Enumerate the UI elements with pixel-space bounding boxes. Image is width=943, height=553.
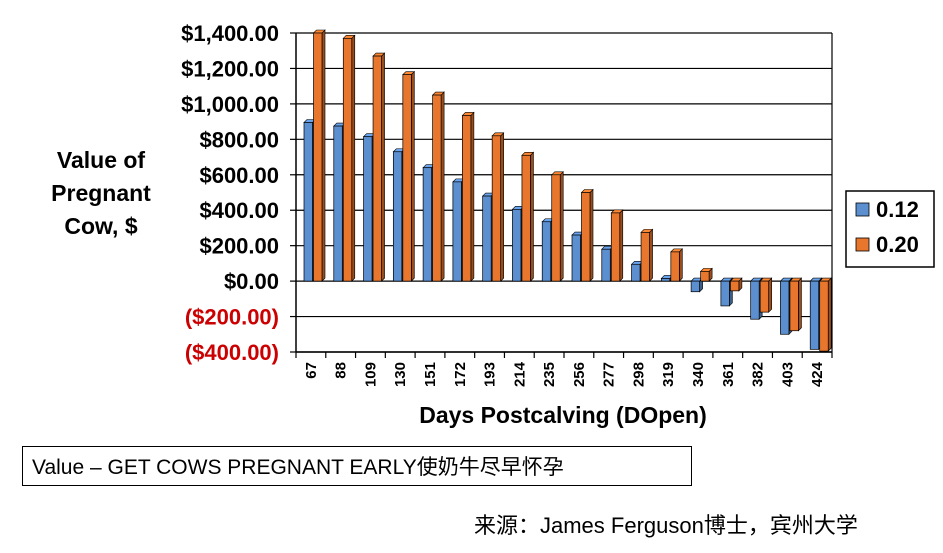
bar-chart: $1,400.00 $1,200.00 $1,000.00 $800.00 $600.0… <box>51 21 935 428</box>
x-tick-labels: 67 88 109 130 151 172 193 214 235 256 277 298 319 340… <box>303 361 826 387</box>
bars <box>303 29 832 352</box>
y-tick-label: ($400.00) <box>185 340 279 365</box>
legend-swatch <box>855 237 870 252</box>
y-tick-label: $800.00 <box>199 127 279 152</box>
legend-entry-0.12: 0.12 <box>855 197 919 222</box>
x-tick-label: 340 <box>690 362 707 387</box>
legend-label: 0.20 <box>876 232 919 257</box>
x-tick-label: 382 <box>750 362 767 387</box>
plot-area <box>296 33 832 352</box>
bar-0.20-151 <box>431 91 445 282</box>
caption-box: Value – GET COWS PREGNANT EARLY使奶牛尽早怀孕 <box>22 446 692 486</box>
bar-0.20-214 <box>521 151 535 282</box>
y-tick-label: ($200.00) <box>185 305 279 330</box>
y-tick-labels: $1,400.00 $1,200.00 $1,000.00 $800.00 $600.0… <box>181 21 279 365</box>
y-tick-label: $1,000.00 <box>181 92 279 117</box>
legend: 0.12 0.20 <box>845 190 935 268</box>
bar-0.20-298 <box>640 228 654 282</box>
x-tick-label: 151 <box>422 362 439 387</box>
x-tick-label: 256 <box>571 362 588 387</box>
axes <box>290 32 833 358</box>
x-axis-title: Days Postcalving (DOpen) <box>419 402 707 428</box>
y-tick-label: $200.00 <box>199 234 279 259</box>
bar-0.20-424 <box>818 277 832 352</box>
bar-0.20-67 <box>312 29 326 282</box>
bar-0.20-193 <box>491 132 505 282</box>
x-tick-label: 193 <box>482 362 499 387</box>
x-tick-label: 109 <box>362 362 379 387</box>
x-tick-label: 172 <box>452 362 469 387</box>
bar-0.20-277 <box>610 209 624 282</box>
legend-label: 0.12 <box>876 197 919 222</box>
source-credit: 来源：James Ferguson博士，宾州大学 <box>474 513 858 538</box>
y-axis-title: Value of Pregnant Cow, $ <box>51 147 151 239</box>
x-tick-label: 361 <box>720 362 737 387</box>
bar-0.20-382 <box>759 277 773 313</box>
bar-0.20-403 <box>789 277 803 332</box>
bar-0.20-109 <box>372 52 386 282</box>
bar-0.20-319 <box>670 248 684 282</box>
x-tick-label: 319 <box>660 362 677 387</box>
y-tick-label: $600.00 <box>199 163 279 188</box>
y-tick-label: $400.00 <box>199 198 279 223</box>
y-tick-label: $1,200.00 <box>181 56 279 81</box>
x-tick-label: 88 <box>333 362 350 379</box>
bar-0.20-235 <box>550 171 564 282</box>
x-tick-label: 130 <box>392 362 409 387</box>
y-tick-label: $0.00 <box>224 269 279 294</box>
x-tick-label: 424 <box>809 361 826 387</box>
x-tick-label: 67 <box>303 362 320 379</box>
y-axis-title-line: Pregnant <box>51 180 151 206</box>
bar-0.20-361 <box>729 277 743 292</box>
x-tick-label: 298 <box>630 362 647 387</box>
bar-0.20-340 <box>699 267 713 282</box>
y-tick-label: $1,400.00 <box>181 21 279 46</box>
caption-text: Value – GET COWS PREGNANT EARLY使奶牛尽早怀孕 <box>32 456 564 479</box>
y-axis-title-line: Value of <box>57 147 146 173</box>
y-axis-title-line: Cow, $ <box>64 213 137 239</box>
x-tick-label: 214 <box>511 361 528 387</box>
x-tick-label: 235 <box>541 362 558 387</box>
bar-0.20-256 <box>580 188 594 282</box>
x-tick-label: 403 <box>779 362 796 387</box>
bar-0.20-88 <box>342 34 356 282</box>
legend-swatch <box>855 202 870 217</box>
legend-box <box>845 190 935 268</box>
bar-0.20-172 <box>461 111 475 282</box>
legend-entry-0.20: 0.20 <box>855 232 919 257</box>
x-tick-label: 277 <box>601 362 618 387</box>
bar-0.20-130 <box>402 70 416 282</box>
